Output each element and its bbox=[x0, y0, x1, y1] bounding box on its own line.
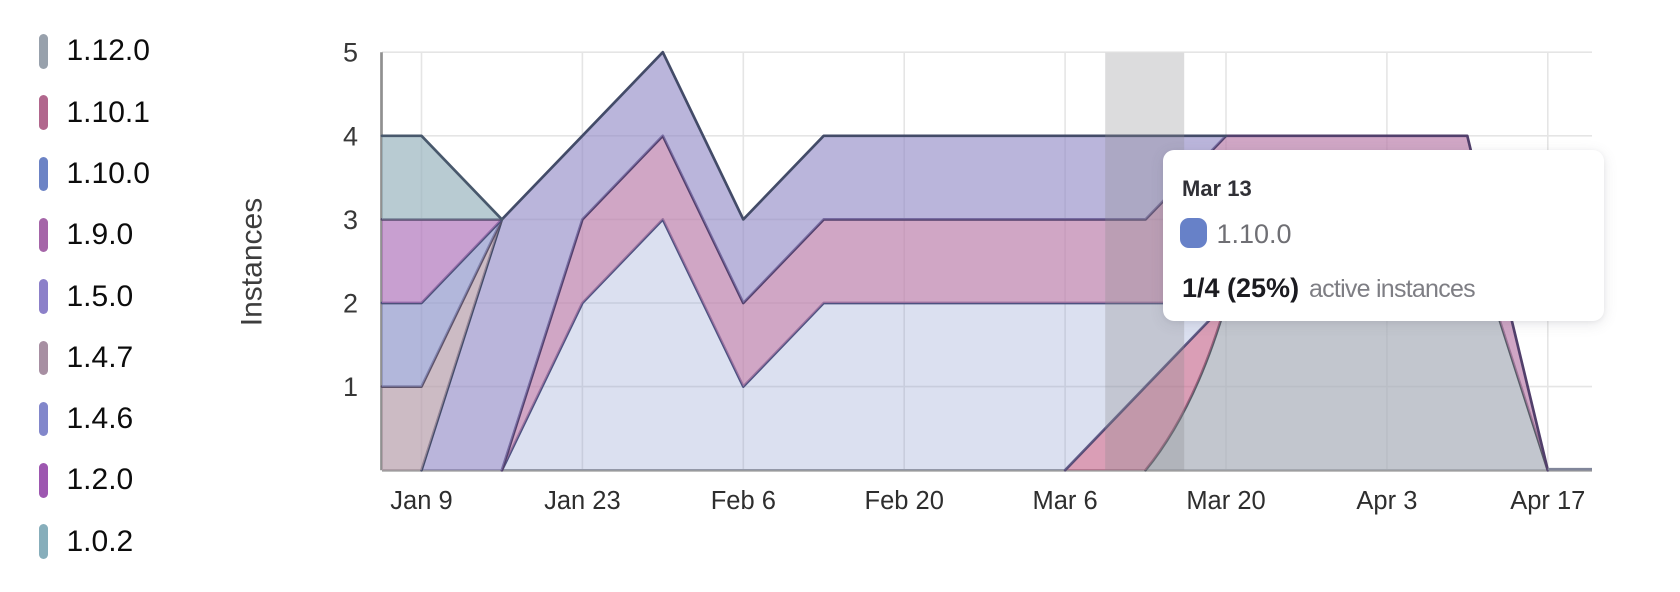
svg-text:Mar 20: Mar 20 bbox=[1186, 487, 1265, 515]
svg-text:4: 4 bbox=[343, 121, 358, 151]
svg-text:5: 5 bbox=[343, 38, 358, 68]
svg-text:Apr 17: Apr 17 bbox=[1510, 487, 1585, 515]
svg-text:2: 2 bbox=[343, 289, 358, 319]
svg-text:Instances: Instances bbox=[236, 198, 269, 326]
svg-text:Jan 23: Jan 23 bbox=[544, 487, 621, 515]
svg-text:Jan 9: Jan 9 bbox=[390, 487, 452, 515]
svg-text:Feb 20: Feb 20 bbox=[865, 487, 944, 515]
svg-text:1: 1 bbox=[343, 372, 358, 402]
svg-text:Feb 6: Feb 6 bbox=[711, 487, 776, 515]
svg-text:Apr 3: Apr 3 bbox=[1356, 487, 1417, 515]
svg-text:Mar 6: Mar 6 bbox=[1033, 487, 1098, 515]
svg-text:3: 3 bbox=[343, 205, 358, 235]
